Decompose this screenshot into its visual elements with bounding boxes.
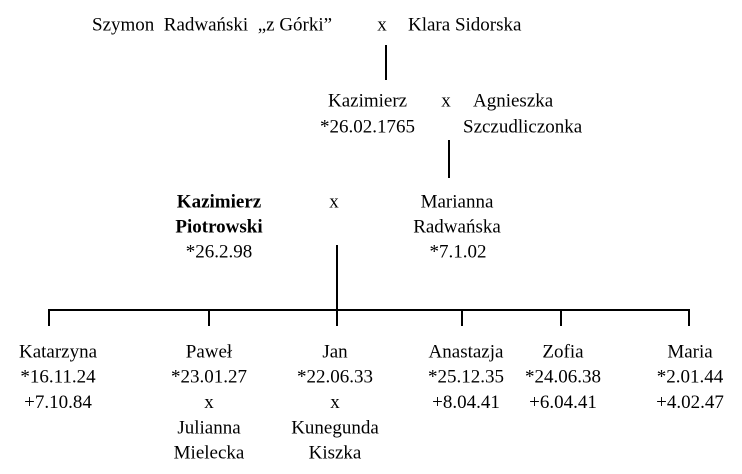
child-detail: x [330,392,340,413]
child-detail: *16.11.24 [20,367,96,388]
person: Radwańska [413,216,501,237]
child-detail: *2.01.44 [657,367,724,388]
child-name: Katarzyna [19,341,98,362]
marriage-marker: x [377,14,387,35]
child-detail: +6.04.41 [529,392,597,413]
child-detail: x [204,392,214,413]
person: Agnieszka [473,90,554,111]
child-detail: *23.01.27 [171,367,247,388]
marriage-marker: x [441,90,451,111]
child-detail: Kiszka [309,443,362,464]
child-name: Maria [667,341,713,362]
child-detail: Kunegunda [291,417,379,438]
child-name: Paweł [186,341,233,362]
person: Piotrowski [175,216,262,237]
child-detail: +4.02.47 [656,392,724,413]
child-detail: *24.06.38 [525,367,601,388]
person: Szczudliczonka [463,116,583,137]
child-detail: *25.12.35 [428,367,504,388]
child-detail: +7.10.84 [24,392,92,413]
person: Klara Sidorska [408,14,522,35]
person: Szymon Radwański „z Górki” [92,14,332,35]
marriage-marker: x [329,191,339,212]
person: Marianna [421,191,494,212]
child-detail: +8.04.41 [432,392,500,413]
child-detail: Julianna [177,417,241,438]
person: Kazimierz [177,191,262,212]
person-date: *26.2.98 [186,241,253,262]
person-date: *26.02.1765 [320,116,415,137]
child-name: Anastazja [429,341,504,362]
person-date: *7.1.02 [430,241,487,262]
child-detail: Mielecka [174,443,245,464]
child-name: Jan [322,341,348,362]
person: Kazimierz [328,90,407,111]
child-name: Zofia [542,341,584,362]
child-detail: *22.06.33 [297,367,373,388]
